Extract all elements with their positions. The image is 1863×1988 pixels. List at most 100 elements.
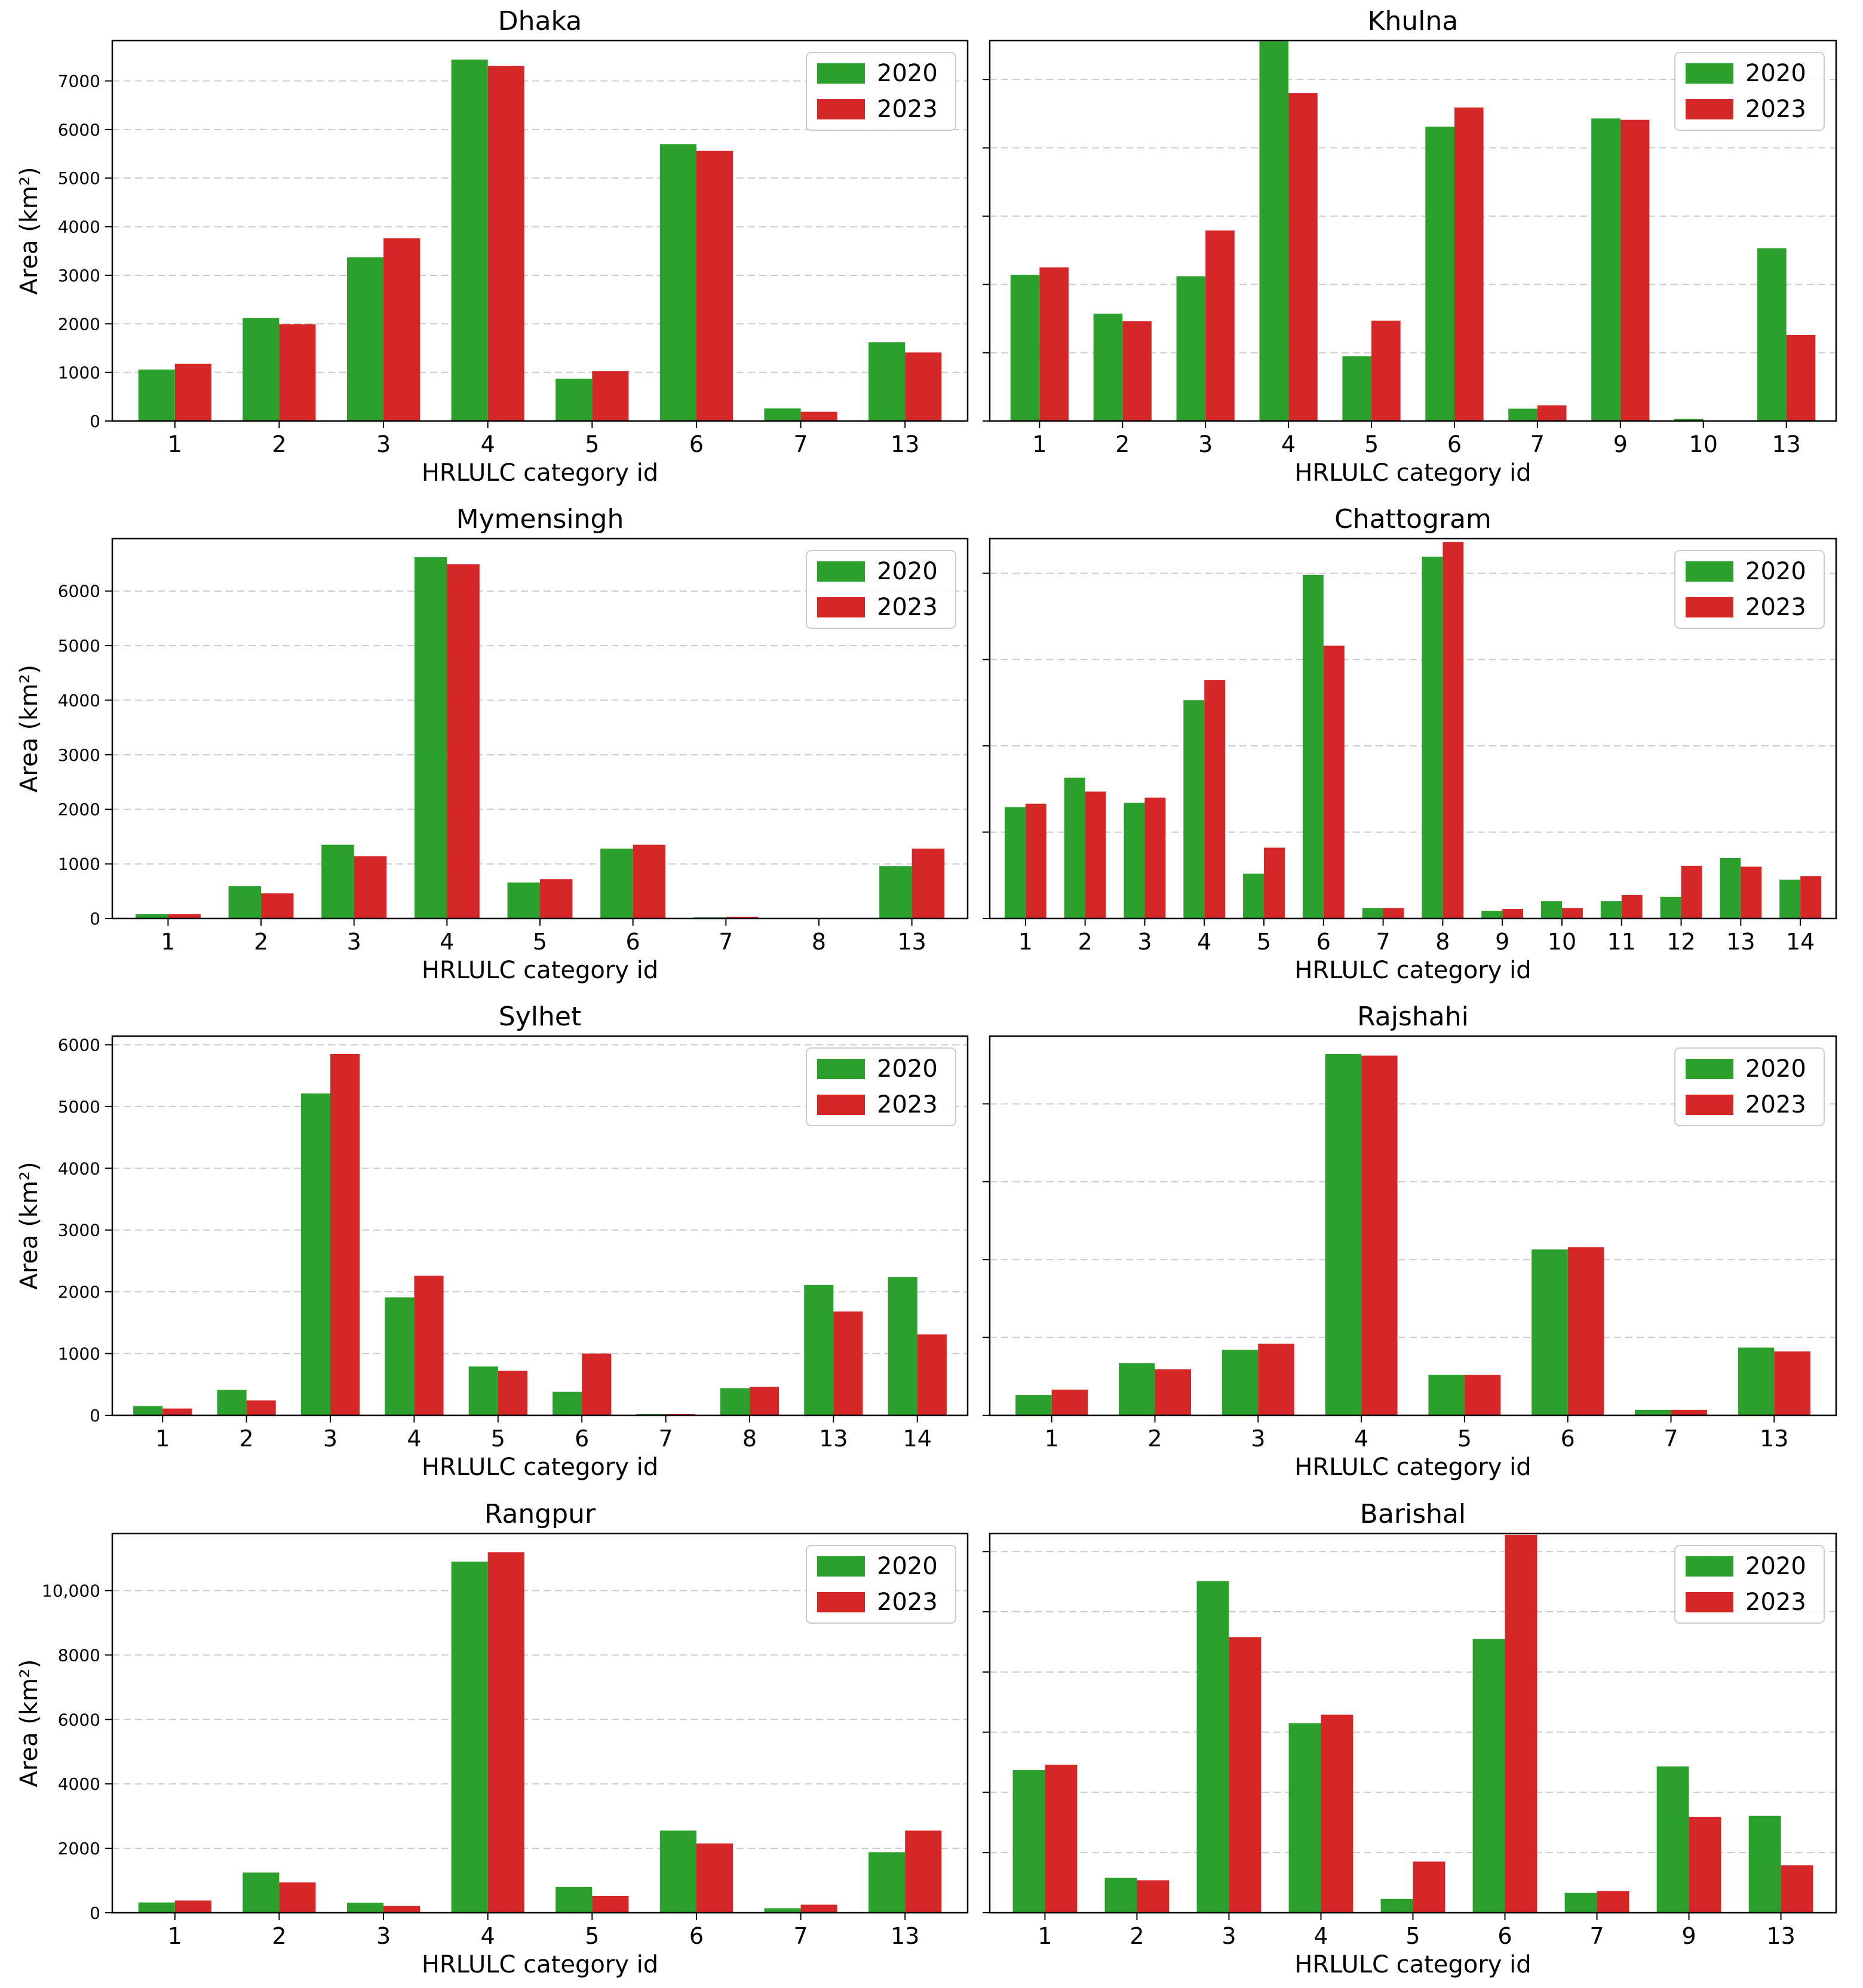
x-tick-label: 7: [1589, 1923, 1604, 1949]
bar-2020-cat-12: [1660, 896, 1681, 918]
bar-2020-cat-2: [1093, 314, 1123, 421]
x-axis-label: HRLULC category id: [1294, 459, 1531, 487]
bar-2023-cat-13: [911, 849, 945, 918]
y-tick-label: 0: [90, 411, 100, 431]
bar-2023-cat-7: [800, 411, 837, 421]
x-tick-label: 2: [272, 431, 286, 457]
bar-2020-cat-2: [1104, 1878, 1137, 1913]
bar-2020-cat-3: [346, 1903, 384, 1913]
x-tick-label: 14: [1786, 929, 1815, 955]
panel-barishal: 1 2 3 4 5 6 7 9 13 Barishal HRLULC category id 2020…: [983, 1499, 1837, 1978]
bar-2023-cat-1: [174, 364, 211, 421]
bar-2023-cat-13: [1781, 1865, 1813, 1913]
bar-2023-cat-4: [447, 564, 480, 918]
x-tick-label: 1: [161, 929, 175, 955]
y-tick-label: 4000: [58, 690, 100, 710]
bar-2023-cat-6: [1567, 1247, 1604, 1415]
bar-2023-cat-4: [487, 66, 524, 422]
bar-2023-cat-8: [1442, 542, 1464, 918]
y-tick-label: 5000: [58, 1097, 100, 1117]
bar-2023-cat-5: [1371, 320, 1401, 421]
axes-frame: [111, 1532, 969, 1914]
x-tick-label: 7: [658, 1425, 673, 1452]
bar-2020-cat-4: [1325, 1053, 1362, 1415]
bar-2020-cat-1: [1015, 1395, 1052, 1415]
legend-swatch-2023: [1686, 99, 1733, 119]
x-tick-label: 1: [1045, 1425, 1059, 1452]
x-axis-label: HRLULC category id: [422, 459, 658, 487]
bar-2023-cat-13: [1774, 1351, 1810, 1415]
bar-2020-cat-2: [1119, 1363, 1155, 1415]
bar-2020-cat-6: [553, 1391, 582, 1415]
legend: 2020 2023: [1674, 52, 1825, 131]
bar-2020-cat-2: [217, 1390, 247, 1415]
x-tick-label: 8: [812, 929, 826, 955]
y-tick-label: 6000: [58, 1710, 100, 1729]
x-tick-label: 3: [1198, 431, 1213, 457]
x-axis-label: HRLULC category id: [1294, 1454, 1531, 1481]
bar-2023-cat-7: [1671, 1409, 1707, 1415]
bar-2023-cat-3: [1258, 1344, 1294, 1415]
x-tick-label: 10: [1548, 929, 1576, 955]
axes-frame: [989, 39, 1837, 422]
axes-frame: [989, 1035, 1837, 1417]
legend-swatch-2020: [817, 63, 865, 84]
bar-2023-cat-14: [917, 1334, 947, 1415]
x-tick-label: 4: [1354, 1425, 1368, 1452]
bar-2023-cat-3: [354, 856, 387, 918]
y-tick-label: 4000: [58, 1159, 100, 1178]
bar-2020-cat-4: [385, 1297, 415, 1415]
bar-2023-cat-9: [1620, 119, 1650, 421]
x-tick-label: 13: [819, 1425, 848, 1452]
bar-2023-cat-6: [696, 1843, 733, 1913]
bar-2023-cat-6: [1454, 107, 1484, 421]
y-axis-label: Area (km²): [16, 1659, 43, 1787]
bar-2023-cat-1: [162, 1408, 192, 1415]
legend: 2020 2023: [806, 550, 956, 629]
bar-2023-cat-2: [1122, 321, 1152, 421]
bar-2023-cat-8: [749, 1387, 779, 1415]
bar-2020-cat-1: [1012, 1770, 1045, 1913]
x-tick-label: 6: [1447, 431, 1462, 457]
x-tick-label: 6: [575, 1425, 589, 1452]
bar-2023-cat-11: [1621, 895, 1643, 918]
bar-2023-cat-2: [1085, 791, 1106, 918]
bar-2020-cat-7: [1564, 1892, 1597, 1913]
bar-2020-cat-7: [764, 1908, 801, 1913]
legend-label-2023: 2023: [877, 96, 938, 123]
bar-2020-cat-13: [868, 1852, 906, 1913]
bar-2020-cat-13: [1748, 1815, 1781, 1913]
legend-swatch-2023: [1686, 597, 1733, 617]
x-tick-label: 1: [1038, 1923, 1052, 1949]
y-tick-label: 0: [90, 1406, 100, 1425]
bar-2023-cat-1: [1025, 803, 1046, 918]
bar-2020-cat-11: [1600, 901, 1622, 918]
bar-2020-cat-4: [1259, 41, 1289, 422]
x-tick-label: 3: [323, 1425, 337, 1452]
bar-2023-cat-1: [1051, 1389, 1088, 1415]
y-tick-label: 1000: [58, 855, 100, 874]
legend-swatch-2020: [1686, 1556, 1733, 1577]
x-tick-label: 6: [1316, 929, 1331, 955]
bar-2023-cat-4: [414, 1276, 444, 1415]
bar-2023-cat-10: [1561, 908, 1583, 918]
x-tick-label: 1: [168, 431, 182, 457]
bar-2020-cat-4: [1183, 700, 1205, 918]
bar-2020-cat-5: [1243, 873, 1264, 918]
y-tick-label: 2000: [58, 1282, 100, 1302]
x-tick-label: 4: [481, 1923, 495, 1949]
y-tick-label: 5000: [58, 168, 100, 188]
x-tick-label: 13: [1772, 431, 1800, 457]
x-tick-label: 5: [1457, 1425, 1472, 1452]
bar-2020-cat-7: [1508, 408, 1537, 421]
bar-2023-cat-14: [1800, 876, 1822, 918]
legend-swatch-2023: [1686, 1095, 1733, 1115]
bar-2020-cat-6: [659, 1830, 696, 1913]
bar-2020-cat-5: [1342, 356, 1372, 421]
x-tick-label: 12: [1666, 929, 1695, 955]
legend-swatch-2023: [1686, 1592, 1733, 1612]
bar-2020-cat-1: [135, 914, 168, 918]
y-tick-label: 2000: [58, 800, 100, 819]
x-axis-label: HRLULC category id: [422, 957, 658, 984]
bar-2020-cat-1: [133, 1406, 163, 1415]
